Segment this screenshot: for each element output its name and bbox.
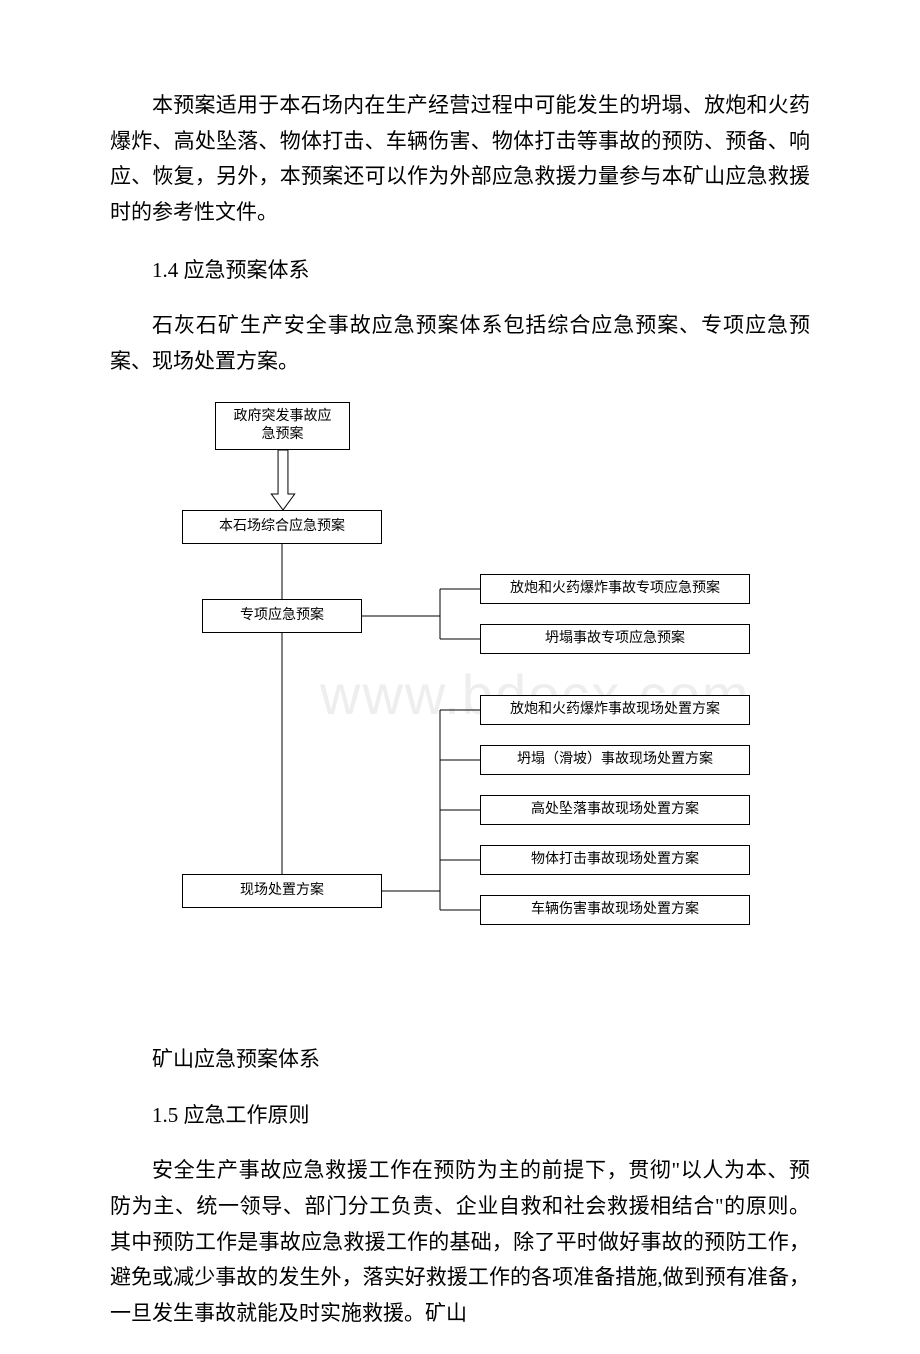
flow-node-on2: 坍塌（滑坡）事故现场处置方案	[480, 745, 750, 775]
flow-node-comp: 本石场综合应急预案	[182, 510, 382, 544]
diagram-caption: 矿山应急预案体系	[110, 1042, 810, 1078]
flow-node-on5: 车辆伤害事故现场处置方案	[480, 895, 750, 925]
flow-node-gov: 政府突发事故应 急预案	[215, 402, 350, 450]
paragraph-system-intro: 石灰石矿生产安全事故应急预案体系包括综合应急预案、专项应急预案、现场处置方案。	[110, 308, 810, 379]
flow-node-sp1: 放炮和火药爆炸事故专项应急预案	[480, 574, 750, 604]
flowchart-diagram: www.bdocx.com 政府突发事故应 急预案本石场综合应急预案专项应急预案…	[110, 402, 810, 1022]
flow-node-on3: 高处坠落事故现场处置方案	[480, 795, 750, 825]
heading-1-5: 1.5 应急工作原则	[110, 1098, 810, 1134]
flow-node-sp2: 坍塌事故专项应急预案	[480, 624, 750, 654]
flow-node-on1: 放炮和火药爆炸事故现场处置方案	[480, 695, 750, 725]
flow-node-on4: 物体打击事故现场处置方案	[480, 845, 750, 875]
paragraph-scope: 本预案适用于本石场内在生产经营过程中可能发生的坍塌、放炮和火药爆炸、高处坠落、物…	[110, 88, 810, 231]
flow-node-onsite: 现场处置方案	[182, 874, 382, 908]
paragraph-principles: 安全生产事故应急救援工作在预防为主的前提下，贯彻"以人为本、预防为主、统一领导、…	[110, 1153, 810, 1331]
flow-node-special: 专项应急预案	[202, 599, 362, 633]
heading-1-4: 1.4 应急预案体系	[110, 253, 810, 289]
